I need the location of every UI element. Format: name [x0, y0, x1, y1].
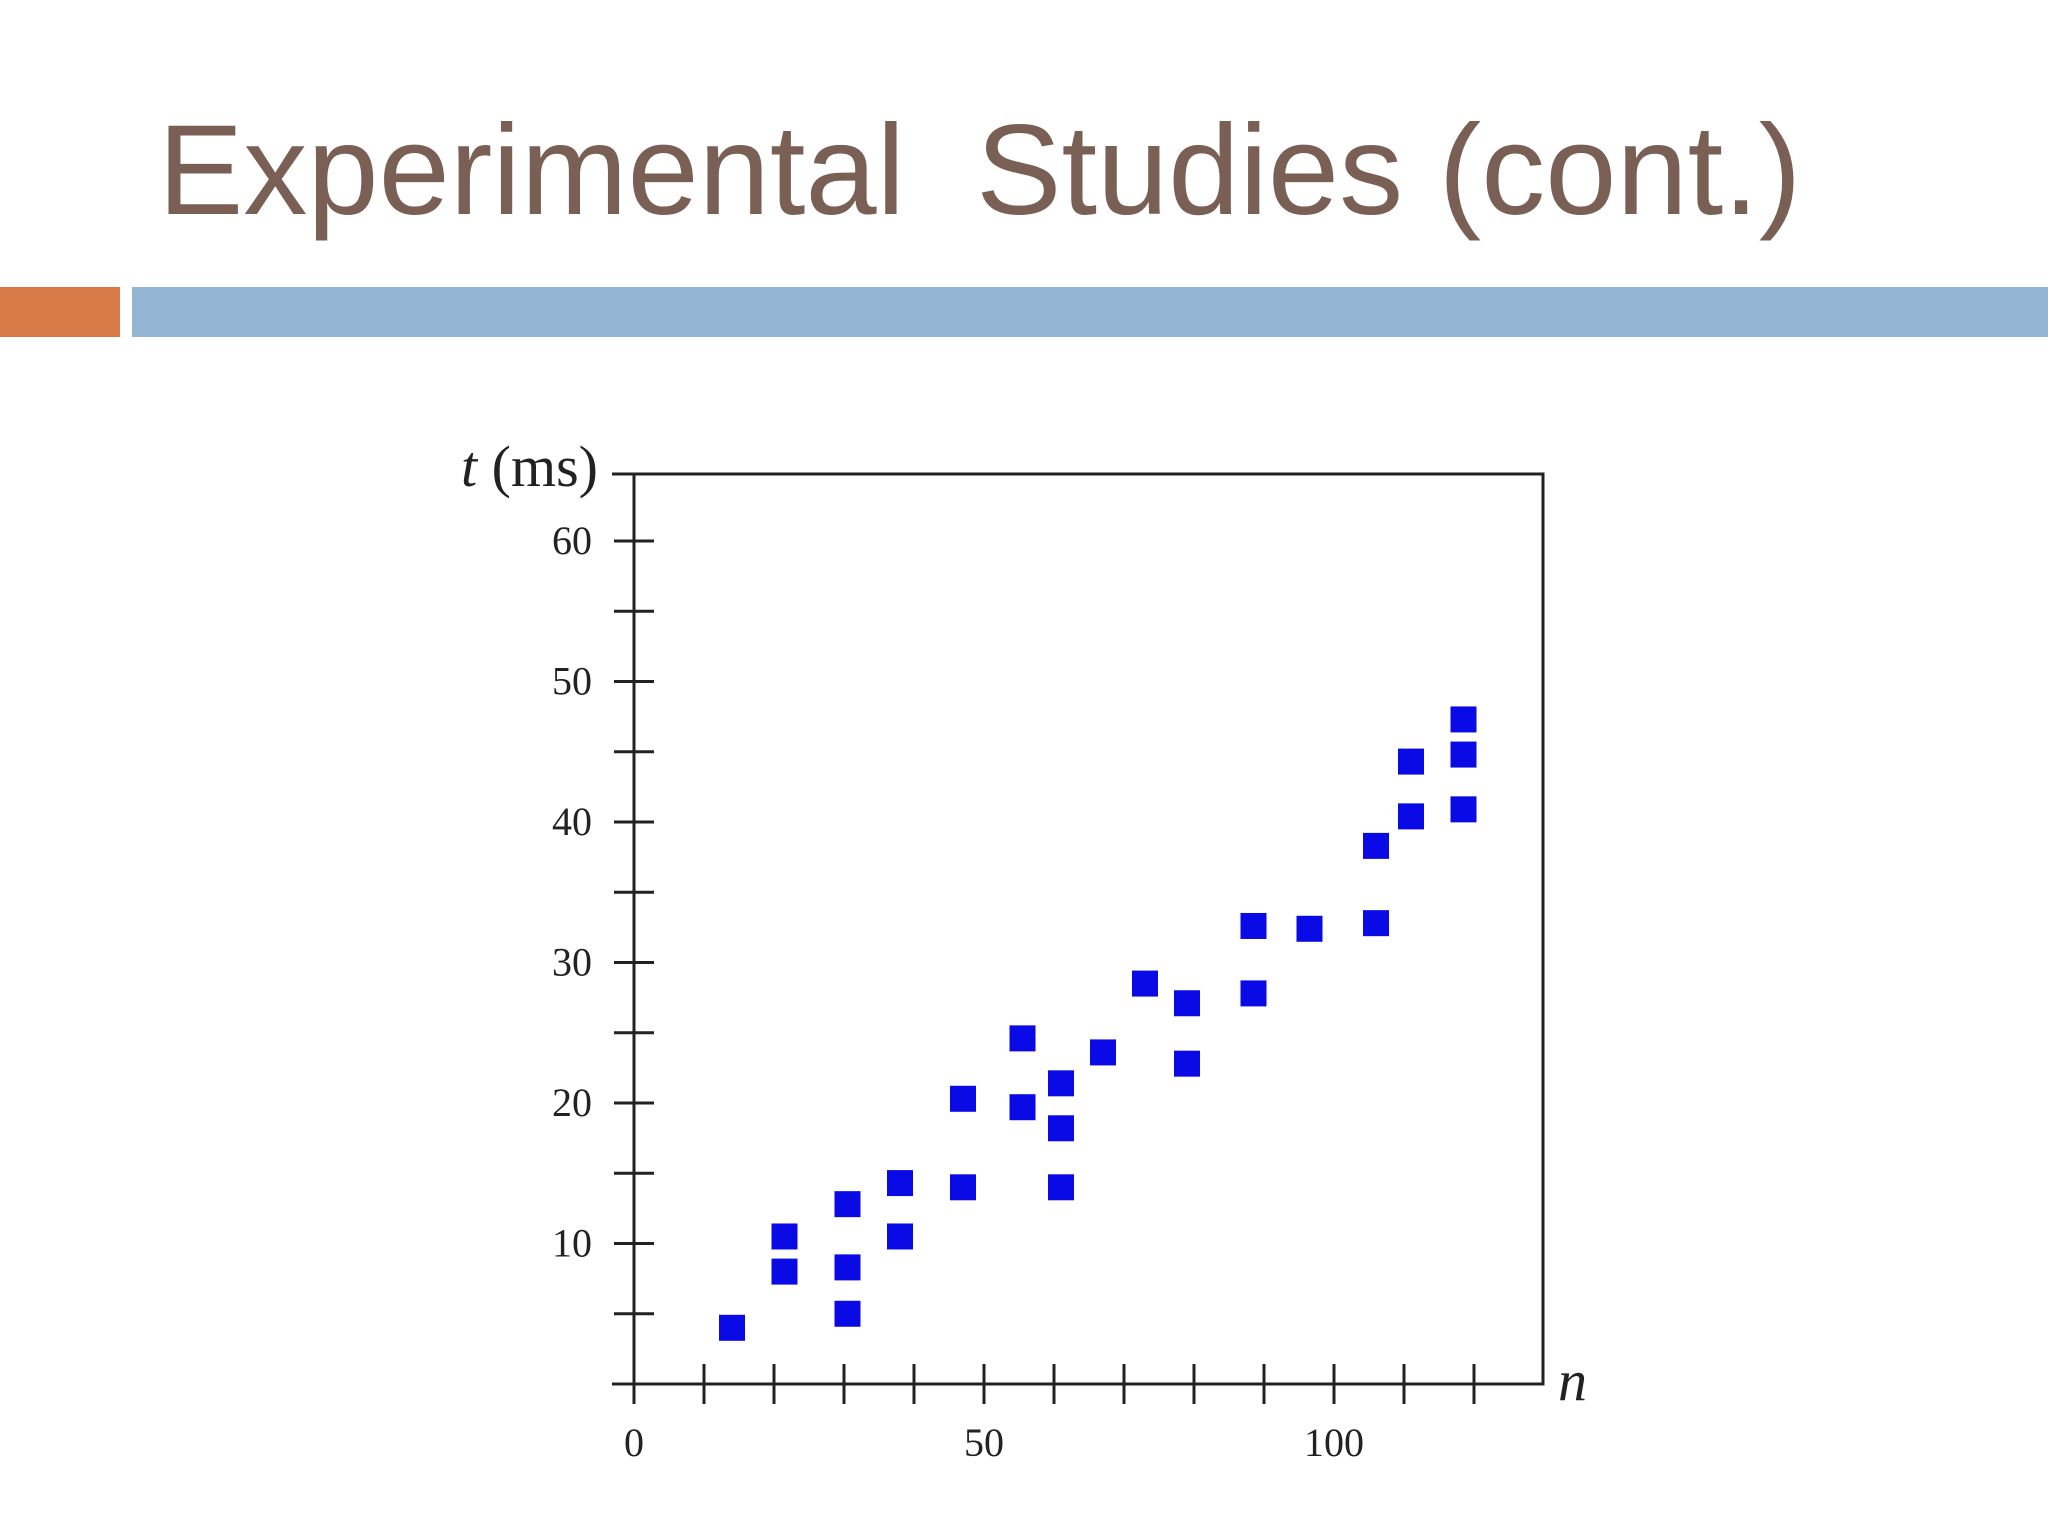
title-divider-bar	[132, 287, 2048, 337]
data-point	[1363, 910, 1389, 937]
data-point	[1009, 1094, 1036, 1121]
y-axis-variable: t	[461, 434, 479, 499]
data-point	[834, 1254, 861, 1281]
data-point	[1048, 1174, 1074, 1201]
y-axis-title: t (ms)	[461, 434, 598, 499]
data-point	[1048, 1070, 1074, 1097]
data-point	[1398, 748, 1424, 775]
y-tick-label: 60	[552, 518, 592, 563]
y-tick-label: 20	[552, 1080, 592, 1125]
x-axis-title: n	[1558, 1348, 1587, 1413]
data-point	[1398, 803, 1424, 830]
chart-points	[719, 706, 1477, 1341]
x-tick-label: 50	[964, 1420, 1004, 1465]
data-point	[771, 1223, 798, 1250]
data-point	[1090, 1039, 1116, 1066]
data-point	[1296, 915, 1323, 942]
data-point	[1240, 912, 1267, 939]
data-point	[1240, 980, 1267, 1007]
data-point	[834, 1191, 861, 1218]
data-point	[887, 1170, 913, 1197]
data-point	[950, 1174, 976, 1201]
data-point	[1048, 1115, 1074, 1142]
x-tick-label: 100	[1304, 1420, 1364, 1465]
title-accent-block	[0, 287, 120, 337]
chart-ticks	[612, 472, 1476, 1404]
x-tick-label: 0	[624, 1420, 644, 1465]
y-axis-unit: (ms)	[477, 434, 598, 499]
data-point	[1009, 1025, 1036, 1052]
chart-labels: 10 20 30 40 50 60 0 50 100 t (ms) n	[461, 434, 1587, 1465]
y-tick-label: 30	[552, 940, 592, 985]
data-point	[1450, 706, 1477, 733]
data-point	[1450, 741, 1477, 768]
y-tick-label: 10	[552, 1221, 592, 1266]
chart-frame	[632, 472, 1545, 1386]
plot-area-frame	[632, 472, 1545, 1386]
y-tick-label: 50	[552, 659, 592, 704]
data-point	[1174, 1050, 1200, 1077]
data-point	[771, 1258, 798, 1285]
data-point	[1450, 796, 1477, 823]
data-point	[887, 1223, 913, 1250]
data-point	[950, 1085, 976, 1112]
data-point	[1363, 832, 1389, 859]
data-point	[719, 1314, 745, 1341]
y-tick-label: 40	[552, 799, 592, 844]
data-point	[1174, 990, 1200, 1017]
data-point	[834, 1300, 861, 1327]
slide-title: Experimental Studies (cont.)	[158, 99, 1802, 242]
data-point	[1132, 970, 1158, 997]
